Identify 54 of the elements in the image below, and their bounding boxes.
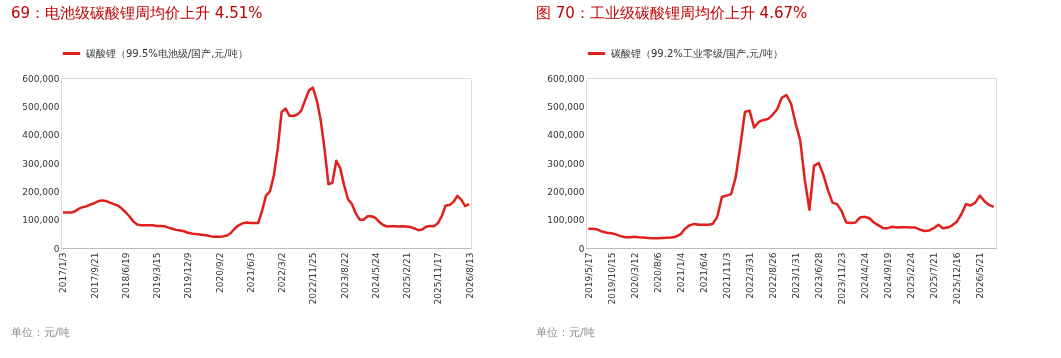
y-tick-label: 200,000	[547, 186, 585, 197]
x-tick-label: 2019/3/15	[152, 252, 163, 299]
y-tick-label: 0	[578, 243, 585, 254]
y-tick-label: 500,000	[22, 101, 60, 112]
y-tick-label: 400,000	[22, 130, 60, 141]
x-tick-label: 2020/8/6	[652, 252, 663, 293]
y-tick-label: 500,000	[547, 101, 585, 112]
x-tick-label: 2024/9/19	[883, 252, 894, 299]
x-tick-label: 2025/7/21	[929, 252, 940, 299]
x-tick-label: 2021/6/3	[245, 252, 256, 293]
line-series	[587, 93, 995, 240]
x-tick-label: 2022/3/31	[745, 252, 756, 299]
x-tick-label: 2026/5/21	[975, 252, 986, 299]
x-tick-label: 2022/11/25	[308, 252, 319, 305]
y-tick-label: 300,000	[22, 158, 60, 169]
x-tick-label: 2021/6/4	[698, 252, 709, 293]
x-tick-label: 2025/11/17	[433, 252, 444, 305]
x-tick-label: 2019/10/15	[606, 252, 617, 305]
y-tick-label: 400,000	[547, 130, 585, 141]
x-tick-label: 2025/2/24	[906, 252, 917, 299]
x-tick-label: 2021/11/3	[722, 252, 733, 299]
x-tick-label: 2024/5/24	[370, 252, 381, 299]
x-tick-label: 2020/9/2	[214, 252, 225, 293]
y-tick-label: 600,000	[547, 73, 585, 84]
y-tick-label: 100,000	[22, 215, 60, 226]
x-tick-label: 2023/8/22	[339, 252, 350, 299]
x-tick-label: 2017/1/3	[58, 252, 69, 293]
x-tick-label: 2021/1/4	[675, 252, 686, 293]
chart-title: 69：电池级碳酸锂周均价上升 4.51%	[11, 4, 263, 22]
x-tick-label: 2018/6/19	[120, 252, 131, 299]
x-tick-label: 2025/12/16	[952, 252, 963, 305]
x-tick-label: 2025/2/21	[402, 252, 413, 299]
x-tick-label: 2026/8/13	[464, 252, 475, 299]
legend-label: 碳酸锂（99.5%电池级/国产,元/吨）	[85, 47, 248, 59]
x-tick-label: 2020/3/12	[629, 252, 640, 299]
x-tick-label: 2019/12/9	[183, 252, 194, 299]
y-tick-label: 100,000	[547, 215, 585, 226]
x-tick-label: 2022/8/26	[768, 252, 779, 299]
legend-label: 碳酸锂（99.2%工业零级/国产,元/吨）	[610, 47, 783, 59]
text: 单位：元/吨	[536, 326, 595, 339]
x-tick-label: 2017/9/21	[89, 252, 100, 299]
x-tick-label: 2023/1/31	[791, 252, 802, 299]
line-series	[61, 86, 471, 238]
y-tick-label: 0	[53, 243, 60, 254]
text: 单位：元/吨	[11, 326, 70, 339]
chart-title: 图 70：工业级碳酸锂周均价上升 4.67%	[536, 4, 808, 22]
y-tick-label: 300,000	[547, 158, 585, 169]
x-tick-label: 2024/4/24	[860, 252, 871, 299]
x-tick-label: 2022/3/2	[277, 252, 288, 293]
y-tick-label: 600,000	[22, 73, 60, 84]
x-tick-label: 2023/11/23	[837, 252, 848, 305]
x-tick-label: 2023/6/28	[814, 252, 825, 299]
x-tick-label: 2019/5/17	[583, 252, 594, 299]
y-tick-label: 200,000	[22, 186, 60, 197]
